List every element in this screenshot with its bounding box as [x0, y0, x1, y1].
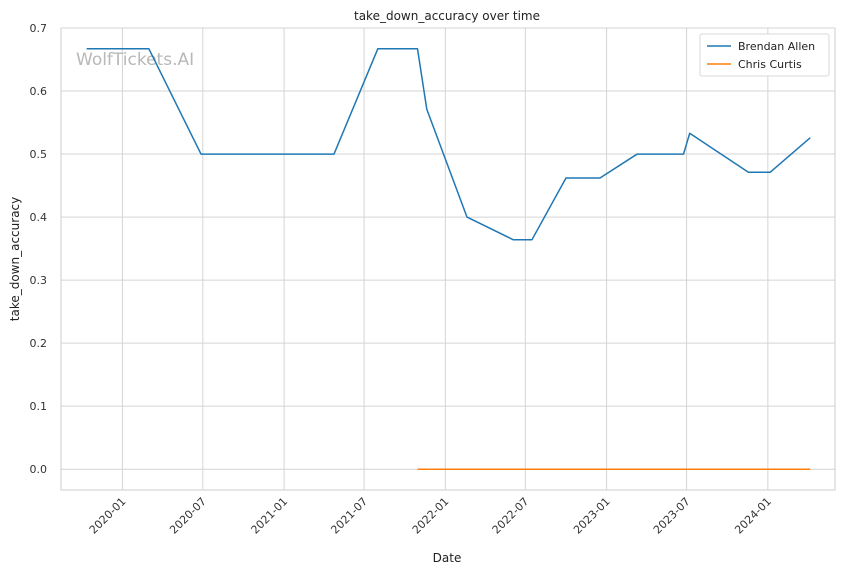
x-tick-label: 2023-01 — [571, 495, 613, 537]
y-tick-label: 0.0 — [30, 463, 48, 476]
legend-box — [699, 33, 830, 77]
watermark-text: WolfTickets.AI — [76, 50, 194, 70]
x-tick-label: 2021-07 — [328, 495, 370, 537]
gridlines — [61, 27, 835, 490]
legend-label: Chris Curtis — [738, 58, 802, 71]
legend: Brendan Allen Chris Curtis — [699, 33, 830, 77]
x-tick-label: 2021-01 — [249, 495, 291, 537]
series-line-brendan-allen — [86, 48, 811, 241]
x-axis-ticks: 2020-01 2020-07 2021-01 2021-07 2022-01 2022-… — [87, 495, 774, 537]
y-axis-label: take_down_accuracy — [8, 197, 22, 321]
x-tick-label: 2022-07 — [490, 495, 532, 537]
y-tick-label: 0.6 — [30, 85, 48, 98]
y-tick-label: 0.7 — [30, 22, 48, 35]
y-tick-label: 0.3 — [30, 274, 48, 287]
x-tick-label: 2020-01 — [87, 495, 129, 537]
x-tick-label: 2023-07 — [651, 495, 693, 537]
legend-label: Brendan Allen — [738, 40, 815, 53]
plot-area — [60, 27, 836, 491]
y-tick-label: 0.4 — [30, 211, 48, 224]
x-tick-label: 2020-07 — [167, 495, 209, 537]
series-lines — [86, 48, 811, 470]
y-tick-label: 0.5 — [30, 148, 48, 161]
x-tick-label: 2022-01 — [410, 495, 452, 537]
y-tick-label: 0.2 — [30, 337, 48, 350]
chart-title: take_down_accuracy over time — [354, 9, 540, 23]
y-tick-label: 0.1 — [30, 400, 48, 413]
x-axis-label: Date — [433, 551, 462, 565]
y-axis-ticks: 0.0 0.1 0.2 0.3 0.4 0.5 0.6 0.7 — [30, 22, 48, 476]
x-tick-label: 2024-01 — [732, 495, 774, 537]
